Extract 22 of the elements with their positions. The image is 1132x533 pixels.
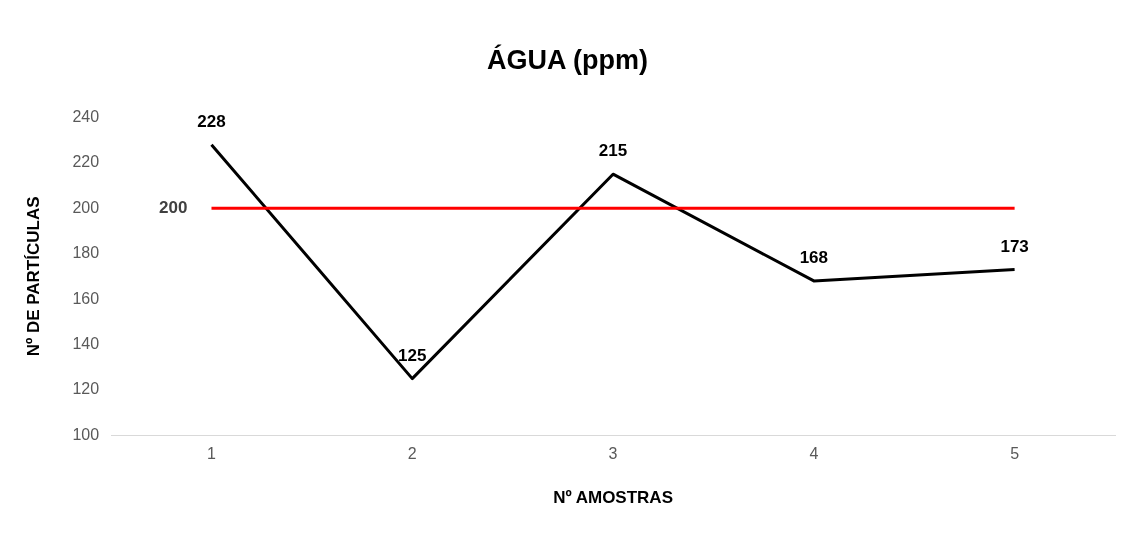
data-label: 215 (598, 141, 628, 161)
data-label: 173 (1000, 236, 1029, 256)
x-tick-label: 1 (207, 445, 217, 463)
ref-line-label: 200 (159, 197, 188, 217)
x-tick-label: 4 (809, 445, 819, 463)
y-tick-label: 200 (72, 198, 100, 216)
x-axis-title: Nº AMOSTRAS (553, 488, 673, 508)
y-tick-label: 120 (72, 380, 100, 398)
y-tick-label: 160 (72, 289, 100, 307)
y-tick-label: 220 (72, 153, 100, 171)
chart-title: ÁGUA (ppm) (487, 43, 648, 75)
data-label: 168 (799, 248, 829, 268)
data-label: 228 (197, 111, 226, 131)
y-axis-title: Nº DE PARTÍCULAS (23, 196, 43, 357)
x-tick-label: 3 (608, 445, 618, 463)
x-tick-label: 2 (407, 445, 417, 463)
y-tick-label: 240 (72, 107, 100, 125)
y-tick-label: 100 (72, 425, 100, 443)
y-tick-label: 180 (72, 244, 100, 262)
data-label: 125 (398, 345, 427, 365)
x-tick-label: 5 (1010, 445, 1020, 463)
y-tick-label: 140 (72, 334, 100, 352)
